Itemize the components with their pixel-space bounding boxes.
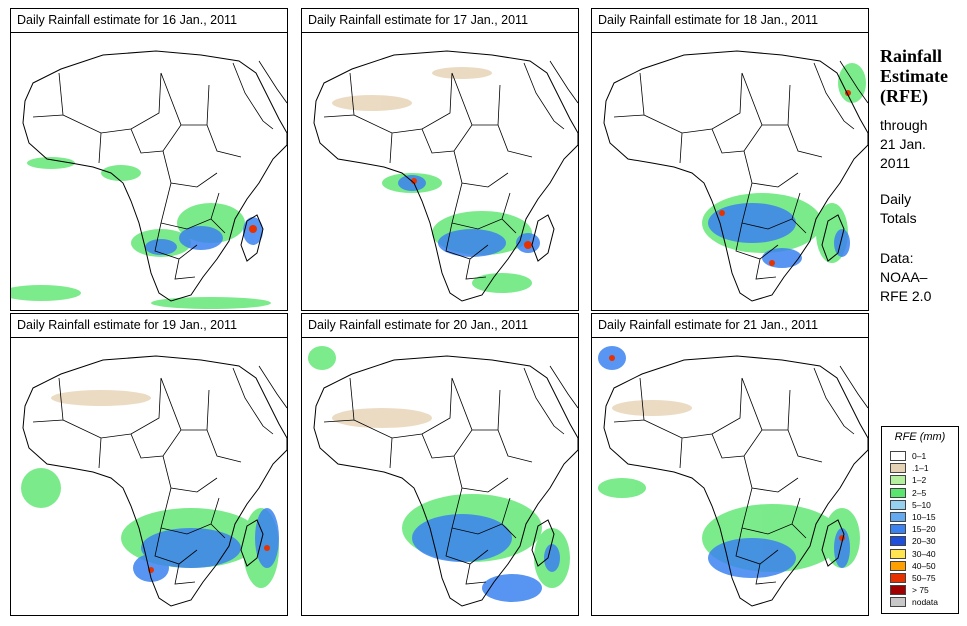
legend-label: 30–40 (912, 548, 936, 559)
legend-row: 40–50 (890, 560, 956, 572)
legend-label: 50–75 (912, 573, 936, 583)
legend-label: 1–2 (912, 475, 927, 486)
through-label: through (880, 117, 928, 133)
legend-row: .1–1 (890, 463, 956, 474)
map-panel-21-jan: Daily Rainfall estimate for 21 Jan., 201… (591, 313, 869, 616)
sidebar-title: Rainfall Estimate (RFE) (880, 46, 948, 106)
legend-swatch (890, 487, 906, 498)
rfe-legend: RFE (mm) 0–1 .1–1 1–2 2–5 5–10 10–15 15–20 20–3… (881, 426, 959, 614)
legend-row: 5–10 (890, 499, 956, 511)
legend-label: > 75 (912, 585, 929, 596)
legend-label: nodata (912, 597, 938, 608)
data-source: Data: NOAA– RFE 2.0 (880, 249, 931, 306)
legend-label: 2–5 (912, 487, 927, 498)
legend-label: 20–30 (912, 536, 936, 547)
through-date: through 21 Jan. 2011 (880, 116, 927, 173)
totals-label: Daily Totals (880, 190, 917, 228)
legend-row: 30–40 (890, 548, 956, 560)
panel-title: Daily Rainfall estimate for 16 Jan., 201… (11, 9, 287, 33)
legend-row: nodata (890, 597, 956, 608)
legend-row: 50–75 (890, 573, 956, 584)
panel-title: Daily Rainfall estimate for 21 Jan., 201… (592, 314, 868, 338)
legend-label: 10–15 (912, 512, 936, 522)
map-panel-18-jan: Daily Rainfall estimate for 18 Jan., 201… (591, 8, 869, 311)
data-label: Data: (880, 250, 914, 266)
legend-title: RFE (mm) (894, 431, 946, 443)
legend-row: 10–15 (890, 512, 956, 523)
map-panel-20-jan: Daily Rainfall estimate for 20 Jan., 201… (301, 313, 579, 616)
legend-label: 0–1 (912, 451, 927, 461)
sidebar-title-line: Estimate (880, 66, 948, 86)
legend-label: 40–50 (912, 560, 936, 571)
rainfall-map (598, 346, 868, 607)
legend-row: 20–30 (890, 536, 956, 547)
legend-swatch (890, 512, 906, 522)
rainfall-map (313, 50, 578, 302)
legend-swatch (890, 585, 906, 596)
legend-swatch (890, 475, 906, 486)
sidebar-title-line: Rainfall (880, 46, 943, 66)
rainfall-map (11, 50, 287, 309)
legend-swatch (890, 463, 906, 474)
legend-row: 0–1 (890, 451, 956, 462)
data-source-line: NOAA– (880, 269, 928, 285)
legend-row: > 75 (890, 585, 956, 596)
map-panel-17-jan: Daily Rainfall estimate for 17 Jan., 201… (301, 8, 579, 311)
rainfall-map (308, 346, 578, 607)
legend-label: 15–20 (912, 524, 936, 535)
panel-title: Daily Rainfall estimate for 20 Jan., 201… (302, 314, 578, 338)
legend-swatch (890, 560, 906, 571)
legend-swatch (890, 451, 906, 461)
legend-swatch (890, 524, 906, 535)
legend-row: 1–2 (890, 475, 956, 486)
data-source-line: RFE 2.0 (880, 288, 932, 304)
panel-title: Daily Rainfall estimate for 17 Jan., 201… (302, 9, 578, 33)
through-date-line: 21 Jan. (880, 136, 926, 152)
map-panel-19-jan: Daily Rainfall estimate for 19 Jan., 201… (10, 313, 288, 616)
legend-swatch (890, 536, 906, 547)
rainfall-map (603, 50, 868, 302)
sidebar-title-line: (RFE) (880, 86, 928, 106)
legend-row: 15–20 (890, 524, 956, 535)
legend-swatch (890, 597, 906, 608)
map-panel-16-jan: Daily Rainfall estimate for 16 Jan., 201… (10, 8, 288, 311)
through-date-line: 2011 (880, 155, 911, 171)
legend-row: 2–5 (890, 487, 956, 499)
totals-line: Daily (880, 191, 912, 207)
legend-label: 5–10 (912, 499, 931, 510)
legend-label: .1–1 (912, 463, 929, 474)
panel-title: Daily Rainfall estimate for 19 Jan., 201… (11, 314, 287, 338)
totals-line: Totals (880, 210, 917, 226)
legend-swatch (890, 548, 906, 559)
legend-swatch (890, 573, 906, 583)
rainfall-map (21, 355, 287, 607)
legend-swatch (890, 499, 906, 510)
panel-title: Daily Rainfall estimate for 18 Jan., 201… (592, 9, 868, 33)
